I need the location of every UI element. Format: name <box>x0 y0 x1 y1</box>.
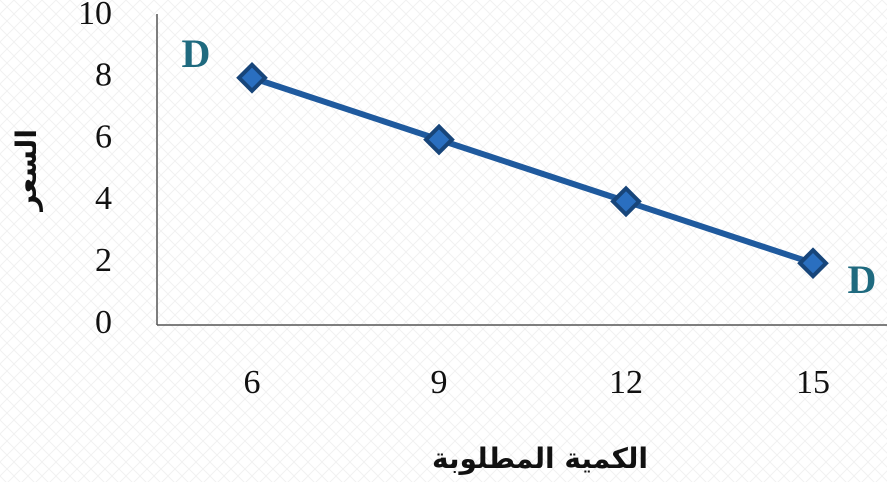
x-tick-label: 9 <box>431 364 448 401</box>
marker <box>423 123 455 156</box>
marker <box>236 61 268 94</box>
y-tick-label: 6 <box>95 118 112 155</box>
x-axis-title: الكمية المطلوبة <box>432 442 648 475</box>
y-tick-label: 0 <box>95 304 112 341</box>
x-tick-label: 12 <box>609 364 643 401</box>
marker <box>610 185 642 218</box>
y-tick-label: 10 <box>78 0 112 32</box>
marker <box>797 247 829 280</box>
annotation: D <box>848 257 877 302</box>
y-tick-label: 8 <box>95 57 112 94</box>
y-tick-label: 2 <box>95 242 112 279</box>
annotation: D <box>182 31 211 76</box>
y-axis-title: السعر <box>10 129 43 213</box>
x-tick-label: 6 <box>244 364 261 401</box>
line <box>251 74 814 267</box>
x-tick-label: 15 <box>796 364 830 401</box>
y-tick-label: 4 <box>95 180 112 217</box>
